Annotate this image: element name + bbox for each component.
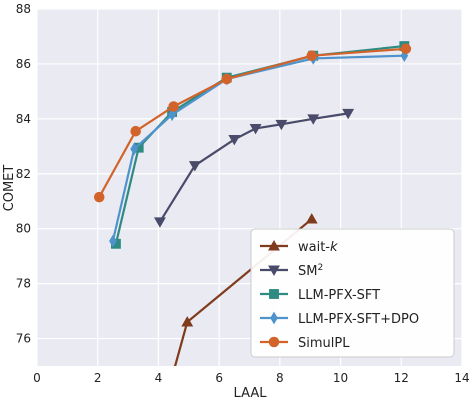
legend-marker xyxy=(268,240,280,251)
x-tick-label: 8 xyxy=(276,371,284,385)
y-tick-label: 80 xyxy=(16,222,31,236)
y-tick-label: 88 xyxy=(16,2,31,16)
legend-label: LLM-PFX-SFT+DPO xyxy=(298,312,419,327)
x-tick-labels: 0 2 4 6 8 10 12 14 xyxy=(33,371,469,385)
data-point xyxy=(275,119,288,131)
legend-entry: SimulPL xyxy=(260,336,350,351)
legend-label: SM2 xyxy=(298,263,323,279)
data-point xyxy=(133,142,144,153)
legend-entry: LLM-PFX-SFT xyxy=(260,288,380,303)
x-tick-label: 4 xyxy=(155,371,163,385)
data-point xyxy=(307,114,320,125)
legend-marker xyxy=(270,311,278,325)
legend-marker xyxy=(268,336,280,348)
series-clip-group xyxy=(93,41,412,366)
data-point xyxy=(110,238,121,249)
data-point xyxy=(342,108,355,120)
y-tick-label: 82 xyxy=(16,167,31,181)
data-point xyxy=(168,101,179,112)
data-point xyxy=(181,316,194,327)
y-tick-labels: 76 78 80 82 84 86 88 xyxy=(16,2,31,346)
legend-box xyxy=(250,228,455,358)
y-axis-label: COMET xyxy=(2,165,17,212)
legend-label: LLM-PFX-SFT xyxy=(298,288,380,303)
x-axis-label: LAAL xyxy=(234,386,268,401)
series-layer xyxy=(93,41,412,366)
data-point xyxy=(153,217,166,228)
data-point xyxy=(109,234,117,248)
legend-label: wait-k xyxy=(298,240,338,255)
y-tick-label: 78 xyxy=(16,277,31,291)
y-tick-label: 76 xyxy=(16,332,31,346)
legend-entry: wait-k xyxy=(260,240,338,255)
legend-marker xyxy=(268,265,280,276)
series-line xyxy=(111,54,405,242)
x-tick-label: 14 xyxy=(454,371,469,385)
x-tick-label: 6 xyxy=(215,371,223,385)
data-point xyxy=(130,125,141,137)
data-point xyxy=(228,134,241,146)
data-point xyxy=(188,161,201,172)
data-point xyxy=(173,365,174,366)
legend-label: SimulPL xyxy=(298,336,350,351)
x-tick-label: 12 xyxy=(394,371,409,385)
data-point xyxy=(221,73,233,85)
data-point xyxy=(93,191,105,203)
x-tick-label: 10 xyxy=(333,371,348,385)
y-tick-label: 84 xyxy=(16,112,31,126)
y-tick-label: 86 xyxy=(16,57,31,71)
x-tick-label: 2 xyxy=(94,371,102,385)
legend-entry: SM2 xyxy=(260,263,323,279)
series-line xyxy=(98,47,406,198)
x-tick-label: 0 xyxy=(33,371,41,385)
data-point xyxy=(305,213,318,224)
data-point xyxy=(130,142,138,156)
data-point xyxy=(400,43,412,55)
legend-marker xyxy=(269,289,279,299)
legend-entry: LLM-PFX-SFT+DPO xyxy=(260,311,419,327)
series-sm2 xyxy=(153,108,355,228)
legend: wait-k SM2 LLM-PFX-SFT LLM-PFX-SFT+DPO Simul… xyxy=(250,228,455,358)
data-point xyxy=(249,123,262,135)
data-point xyxy=(306,50,318,61)
series-simulpl xyxy=(93,43,412,203)
